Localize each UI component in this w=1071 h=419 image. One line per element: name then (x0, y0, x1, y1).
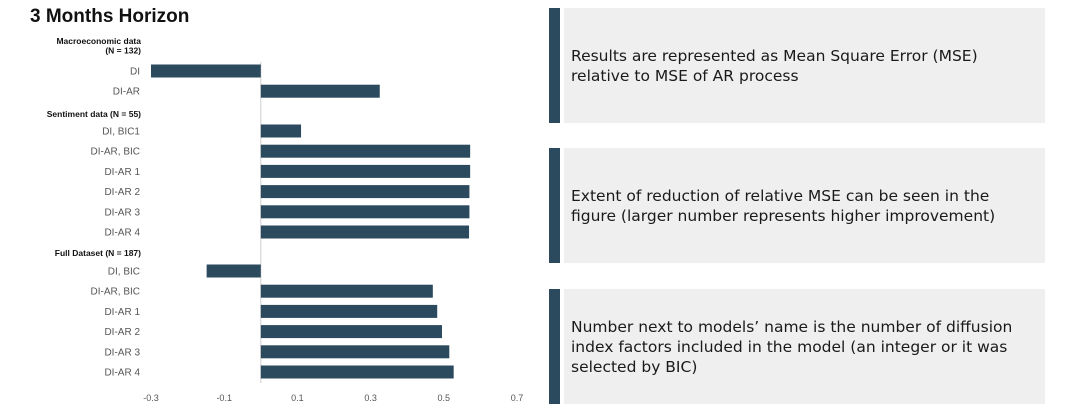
x-tick-label: 0.3 (364, 393, 377, 403)
bar (260, 325, 442, 339)
category-label: DI-AR 4 (104, 228, 140, 239)
bar (260, 124, 302, 138)
category-label: DI, BIC1 (102, 127, 140, 138)
category-label: DI (130, 67, 140, 78)
bar (260, 144, 471, 158)
category-label: DI-AR 1 (104, 307, 140, 318)
category-label: DI-AR 2 (104, 187, 140, 198)
note-text: Extent of reduction of relative MSE can … (571, 186, 996, 225)
note-accent-bar (549, 148, 560, 263)
x-tick-label: 0.5 (438, 393, 451, 403)
x-tick-label: -0.1 (216, 393, 232, 403)
note-box-3: Number next to models’ name is the numbe… (549, 289, 1045, 404)
category-label: DI-AR 4 (104, 368, 140, 379)
category-label: DI, BIC (108, 267, 140, 278)
category-label: DI-AR, BIC (91, 147, 140, 158)
bar (151, 64, 261, 78)
note-box-2: Extent of reduction of relative MSE can … (549, 148, 1045, 263)
note-accent-bar (549, 289, 560, 404)
bar (206, 264, 261, 278)
bar (260, 284, 433, 298)
bar (260, 164, 471, 178)
group-label: Macroeconomic data (N = 132) (56, 36, 141, 56)
group-label: Full Dataset (N = 187) (55, 248, 141, 258)
bar (260, 304, 438, 318)
category-label: DI-AR 3 (104, 347, 140, 358)
x-tick-label: -0.3 (143, 393, 159, 403)
category-label: DI-AR 3 (104, 207, 140, 218)
chart-title: 3 Months Horizon (30, 6, 190, 27)
bar-chart: Macroeconomic data (N = 132) DI DI-AR Sentim… (47, 36, 524, 403)
x-tick-label: 0.7 (511, 393, 524, 403)
note-text: Results are represented as Mean Square E… (571, 46, 978, 85)
bar (260, 185, 470, 199)
x-tick-label: 0.1 (291, 393, 304, 403)
bar (260, 345, 450, 359)
note-box-1: Results are represented as Mean Square E… (549, 8, 1045, 123)
bar (260, 84, 380, 98)
category-label: DI-AR (113, 87, 140, 98)
bar (260, 365, 454, 379)
group-label: Sentiment data (N = 55) (47, 109, 141, 119)
category-label: DI-AR, BIC (91, 287, 140, 298)
bar (260, 205, 470, 219)
bar (260, 225, 470, 239)
category-label: DI-AR 1 (104, 167, 140, 178)
note-accent-bar (549, 8, 560, 123)
note-text: Number next to models’ name is the numbe… (571, 317, 1013, 376)
category-label: DI-AR 2 (104, 327, 140, 338)
